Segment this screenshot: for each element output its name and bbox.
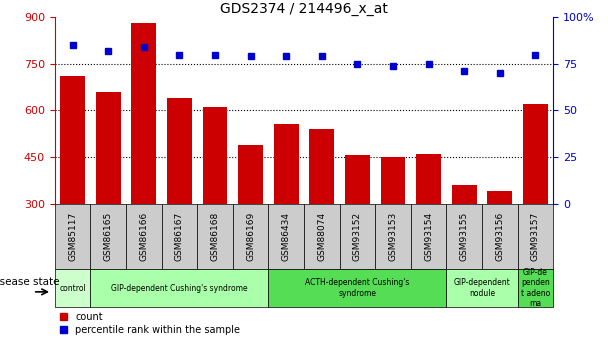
Text: GSM93157: GSM93157 (531, 212, 540, 261)
Text: GSM93153: GSM93153 (389, 212, 398, 261)
Text: GSM86168: GSM86168 (210, 212, 219, 261)
Bar (91, 269, 268, 307)
Text: GIP-de
penden
t adeno
ma: GIP-de penden t adeno ma (521, 268, 550, 308)
Bar (375, 204, 411, 269)
Text: GSM85117: GSM85117 (68, 212, 77, 261)
Text: ACTH-dependent Cushing's
syndrome: ACTH-dependent Cushing's syndrome (305, 278, 410, 298)
Bar (233, 204, 268, 269)
Bar (517, 269, 553, 307)
Bar (446, 269, 517, 307)
Text: GSM86167: GSM86167 (175, 212, 184, 261)
Bar (268, 204, 304, 269)
Bar (452, 185, 477, 297)
Bar (274, 125, 299, 297)
Bar (381, 157, 406, 297)
Bar (340, 204, 375, 269)
Text: GIP-dependent Cushing's syndrome: GIP-dependent Cushing's syndrome (111, 284, 247, 293)
Text: GSM86434: GSM86434 (282, 212, 291, 261)
Bar (446, 204, 482, 269)
Bar (345, 155, 370, 297)
Text: disease state: disease state (0, 277, 60, 287)
Text: GSM86165: GSM86165 (103, 212, 112, 261)
Text: GSM86166: GSM86166 (139, 212, 148, 261)
Text: GSM93152: GSM93152 (353, 212, 362, 261)
Text: GSM93155: GSM93155 (460, 212, 469, 261)
Bar (304, 204, 340, 269)
Text: GSM86169: GSM86169 (246, 212, 255, 261)
Bar (131, 23, 156, 297)
Bar (523, 104, 548, 297)
Legend: count, percentile rank within the sample: count, percentile rank within the sample (60, 312, 240, 335)
Bar (411, 204, 446, 269)
Bar (95, 92, 120, 297)
Bar (517, 204, 553, 269)
Text: control: control (59, 284, 86, 293)
Bar (55, 204, 91, 269)
Bar (126, 204, 162, 269)
Bar (60, 76, 85, 297)
Bar (488, 191, 513, 297)
Bar (268, 269, 446, 307)
Text: GSM88074: GSM88074 (317, 212, 326, 261)
Text: GIP-dependent
nodule: GIP-dependent nodule (454, 278, 511, 298)
Text: GSM93154: GSM93154 (424, 212, 433, 261)
Bar (197, 204, 233, 269)
Bar (482, 204, 517, 269)
Bar (238, 145, 263, 297)
Bar (167, 98, 192, 297)
Bar (55, 269, 91, 307)
Title: GDS2374 / 214496_x_at: GDS2374 / 214496_x_at (220, 2, 388, 16)
Bar (162, 204, 197, 269)
Text: GSM93156: GSM93156 (496, 212, 505, 261)
Bar (91, 204, 126, 269)
Bar (309, 129, 334, 297)
Bar (416, 154, 441, 297)
Bar (202, 107, 227, 297)
